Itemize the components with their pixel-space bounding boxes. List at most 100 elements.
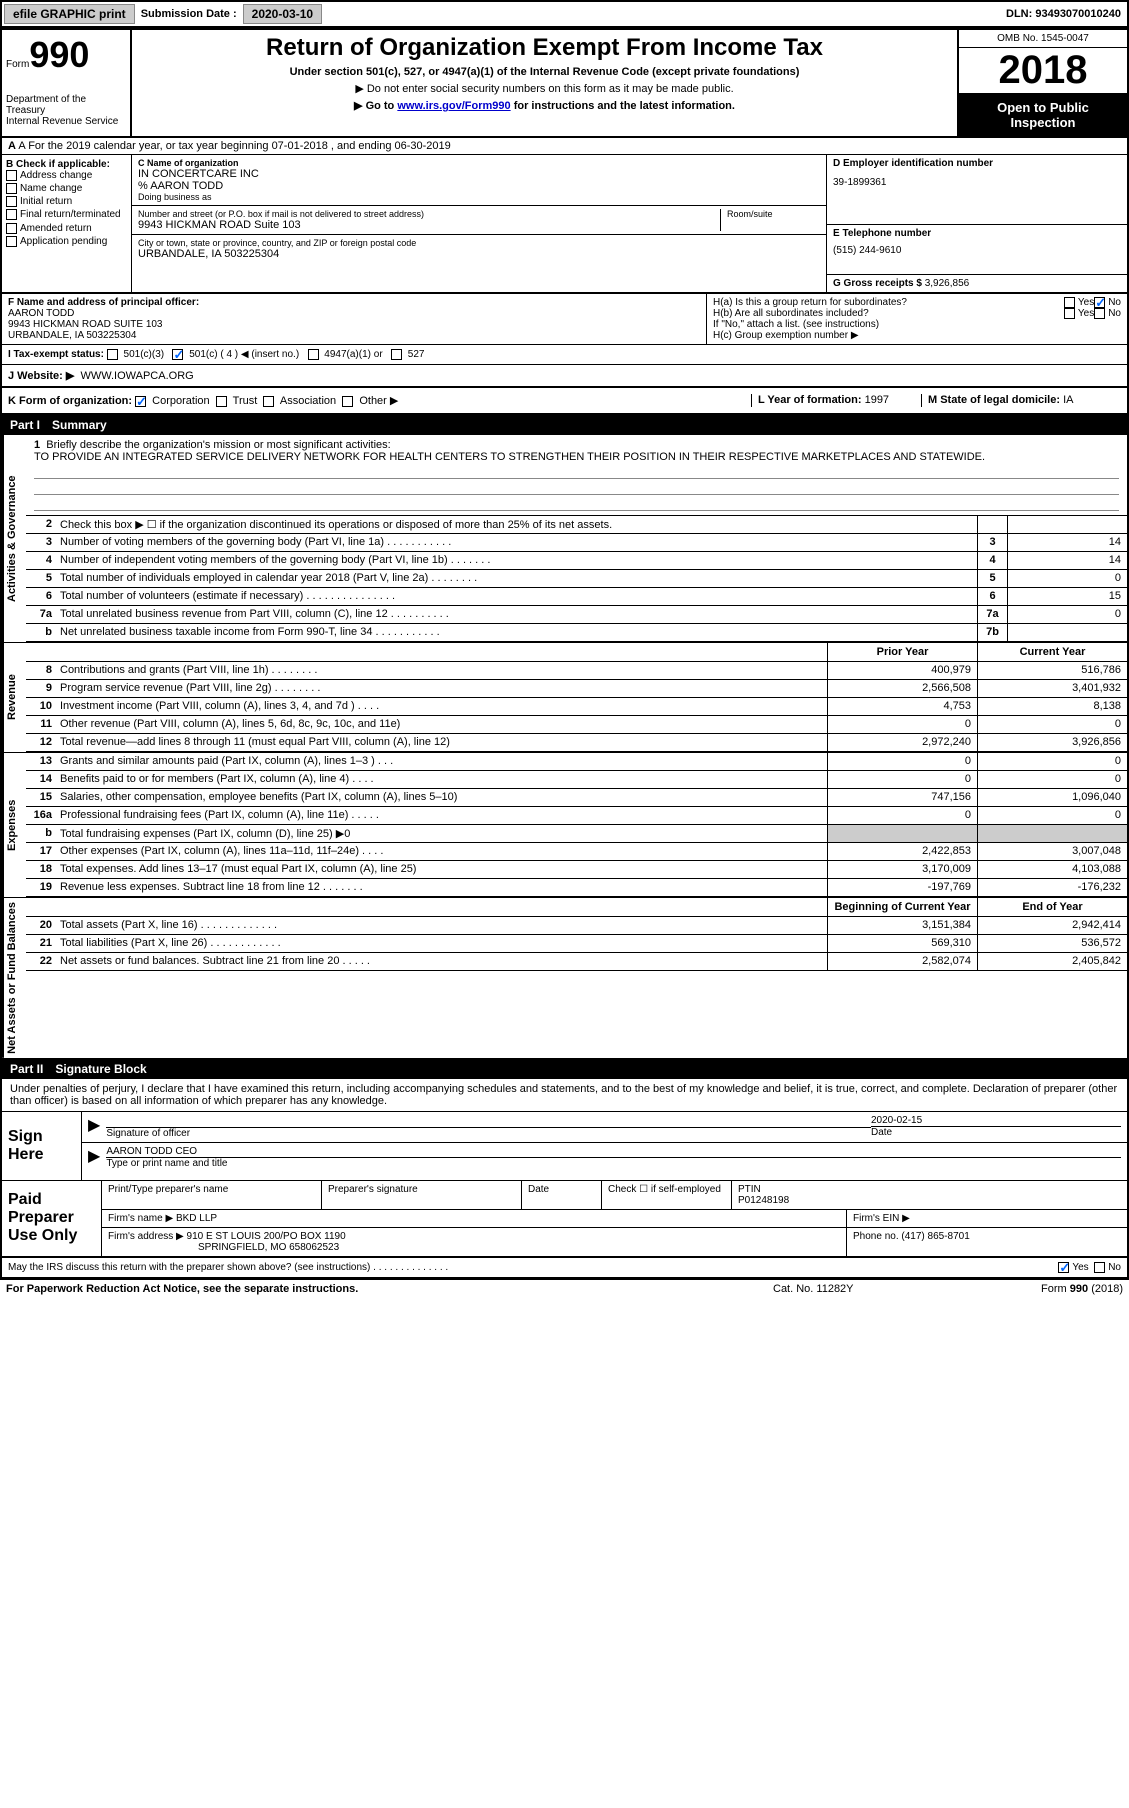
chk-hb-no[interactable] xyxy=(1094,308,1105,319)
group-return: H(a) Is this a group return for subordin… xyxy=(707,294,1127,344)
chk-trust[interactable] xyxy=(216,396,227,407)
line-item: 22Net assets or fund balances. Subtract … xyxy=(26,953,1127,971)
chk-name[interactable]: Name change xyxy=(6,183,127,194)
line-item: 4Number of independent voting members of… xyxy=(26,552,1127,570)
title-box: Return of Organization Exempt From Incom… xyxy=(132,30,957,136)
preparer-firm-row: Firm's name ▶ BKD LLP Firm's EIN ▶ xyxy=(102,1210,1127,1228)
line-item: 7aTotal unrelated business revenue from … xyxy=(26,606,1127,624)
city-row: City or town, state or province, country… xyxy=(132,235,826,263)
mission-block: 1 Briefly describe the organization's mi… xyxy=(26,435,1127,516)
chk-527[interactable] xyxy=(391,349,402,360)
rev-header: Prior Year Current Year xyxy=(26,643,1127,662)
line-item: 2Check this box ▶ ☐ if the organization … xyxy=(26,516,1127,534)
line-item: 15Salaries, other compensation, employee… xyxy=(26,789,1127,807)
line-item: 5Total number of individuals employed in… xyxy=(26,570,1127,588)
line-item: bNet unrelated business taxable income f… xyxy=(26,624,1127,642)
top-bar: efile GRAPHIC print Submission Date : 20… xyxy=(0,0,1129,28)
officer-sig-row: ▶ Signature of officer 2020-02-15Date xyxy=(82,1112,1127,1143)
col-b: B Check if applicable: Address change Na… xyxy=(2,155,132,292)
netassets-section: Net Assets or Fund Balances Beginning of… xyxy=(2,898,1127,1059)
line-item: 19Revenue less expenses. Subtract line 1… xyxy=(26,879,1127,897)
omb-number: OMB No. 1545-0047 xyxy=(959,30,1127,48)
col-d: D Employer identification number 39-1899… xyxy=(827,155,1127,292)
line-item: 13Grants and similar amounts paid (Part … xyxy=(26,753,1127,771)
arrow-icon: ▶ xyxy=(88,1146,100,1169)
line-item: 20Total assets (Part X, line 16) . . . .… xyxy=(26,917,1127,935)
chk-hb-yes[interactable] xyxy=(1064,308,1075,319)
ein-row: D Employer identification number 39-1899… xyxy=(827,155,1127,225)
chk-other[interactable] xyxy=(342,396,353,407)
principal-officer: F Name and address of principal officer:… xyxy=(2,294,707,344)
line-item: 6Total number of volunteers (estimate if… xyxy=(26,588,1127,606)
line-item: 16aProfessional fundraising fees (Part I… xyxy=(26,807,1127,825)
tax-exempt-row: I Tax-exempt status: 501(c)(3) 501(c) ( … xyxy=(2,345,1127,365)
line-item: 21Total liabilities (Part X, line 26) . … xyxy=(26,935,1127,953)
chk-initial[interactable]: Initial return xyxy=(6,196,127,207)
sign-here-block: Sign Here ▶ Signature of officer 2020-02… xyxy=(2,1111,1127,1181)
governance-section: Activities & Governance 1 Briefly descri… xyxy=(2,435,1127,643)
irs-link[interactable]: www.irs.gov/Form990 xyxy=(397,100,510,112)
row-f-h: F Name and address of principal officer:… xyxy=(2,294,1127,345)
preparer-label: Paid Preparer Use Only xyxy=(2,1181,102,1256)
chk-final[interactable]: Final return/terminated xyxy=(6,209,127,220)
efile-btn[interactable]: efile GRAPHIC print xyxy=(4,4,135,24)
part1-header: Part I Summary xyxy=(2,415,1127,435)
arrow-icon: ▶ xyxy=(88,1115,100,1139)
cat-no: Cat. No. 11282Y xyxy=(773,1283,973,1295)
chk-ha-yes[interactable] xyxy=(1064,297,1075,308)
line-item: 14Benefits paid to or for members (Part … xyxy=(26,771,1127,789)
line-item: 12Total revenue—add lines 8 through 11 (… xyxy=(26,734,1127,752)
vlabel-rev: Revenue xyxy=(2,643,26,752)
website-row: J Website: ▶ WWW.IOWAPCA.ORG xyxy=(2,365,1127,388)
officer-name-row: ▶ AARON TODD CEOType or print name and t… xyxy=(82,1143,1127,1172)
note-link: ▶ Go to www.irs.gov/Form990 for instruct… xyxy=(140,99,949,112)
paperwork-notice: For Paperwork Reduction Act Notice, see … xyxy=(6,1283,773,1295)
chk-501c3[interactable] xyxy=(107,349,118,360)
chk-pending[interactable]: Application pending xyxy=(6,236,127,247)
chk-amended[interactable]: Amended return xyxy=(6,223,127,234)
signature-declaration: Under penalties of perjury, I declare th… xyxy=(2,1079,1127,1111)
tax-year: 2018 xyxy=(959,48,1127,94)
form-number: 990 xyxy=(29,34,89,75)
dln: DLN: 93493070010240 xyxy=(1006,8,1127,20)
header-row: Form990 Department of the TreasuryIntern… xyxy=(2,30,1127,138)
form-ref: Form 990 (2018) xyxy=(973,1283,1123,1295)
inspection-badge: Open to Public Inspection xyxy=(959,94,1127,136)
vlabel-net: Net Assets or Fund Balances xyxy=(2,898,26,1058)
row-k: K Form of organization: Corporation Trus… xyxy=(2,388,1127,415)
line-item: 11Other revenue (Part VIII, column (A), … xyxy=(26,716,1127,734)
chk-discuss-yes[interactable] xyxy=(1058,1262,1069,1273)
footer: For Paperwork Reduction Act Notice, see … xyxy=(0,1280,1129,1298)
gross-row: G Gross receipts $ 3,926,856 xyxy=(827,275,1127,292)
form-label: Form xyxy=(6,59,29,70)
chk-address[interactable]: Address change xyxy=(6,170,127,181)
part2-header: Part II Signature Block xyxy=(2,1059,1127,1079)
vlabel-gov: Activities & Governance xyxy=(2,435,26,642)
chk-4947[interactable] xyxy=(308,349,319,360)
form-box: Form990 Department of the TreasuryIntern… xyxy=(2,30,132,136)
chk-501c[interactable] xyxy=(172,349,183,360)
sign-here-label: Sign Here xyxy=(2,1112,82,1180)
form-subtitle: Under section 501(c), 527, or 4947(a)(1)… xyxy=(140,66,949,78)
org-name-row: C Name of organization IN CONCERTCARE IN… xyxy=(132,155,826,206)
revenue-section: Revenue Prior Year Current Year 8Contrib… xyxy=(2,643,1127,753)
line-item: 8Contributions and grants (Part VIII, li… xyxy=(26,662,1127,680)
submission-label: Submission Date : xyxy=(137,8,241,20)
line-item: 9Program service revenue (Part VIII, lin… xyxy=(26,680,1127,698)
address-row: Number and street (or P.O. box if mail i… xyxy=(132,206,826,235)
line-item: 10Investment income (Part VIII, column (… xyxy=(26,698,1127,716)
chk-assoc[interactable] xyxy=(263,396,274,407)
form-title: Return of Organization Exempt From Incom… xyxy=(140,34,949,62)
net-header: Beginning of Current Year End of Year xyxy=(26,898,1127,917)
chk-corp[interactable] xyxy=(135,396,146,407)
note-ssn: ▶ Do not enter social security numbers o… xyxy=(140,82,949,95)
discuss-row: May the IRS discuss this return with the… xyxy=(2,1258,1127,1278)
vlabel-exp: Expenses xyxy=(2,753,26,897)
year-box: OMB No. 1545-0047 2018 Open to Public In… xyxy=(957,30,1127,136)
info-grid: B Check if applicable: Address change Na… xyxy=(2,155,1127,294)
preparer-block: Paid Preparer Use Only Print/Type prepar… xyxy=(2,1181,1127,1258)
col-c: C Name of organization IN CONCERTCARE IN… xyxy=(132,155,827,292)
chk-discuss-no[interactable] xyxy=(1094,1262,1105,1273)
line-item: bTotal fundraising expenses (Part IX, co… xyxy=(26,825,1127,843)
chk-ha-no[interactable] xyxy=(1094,297,1105,308)
